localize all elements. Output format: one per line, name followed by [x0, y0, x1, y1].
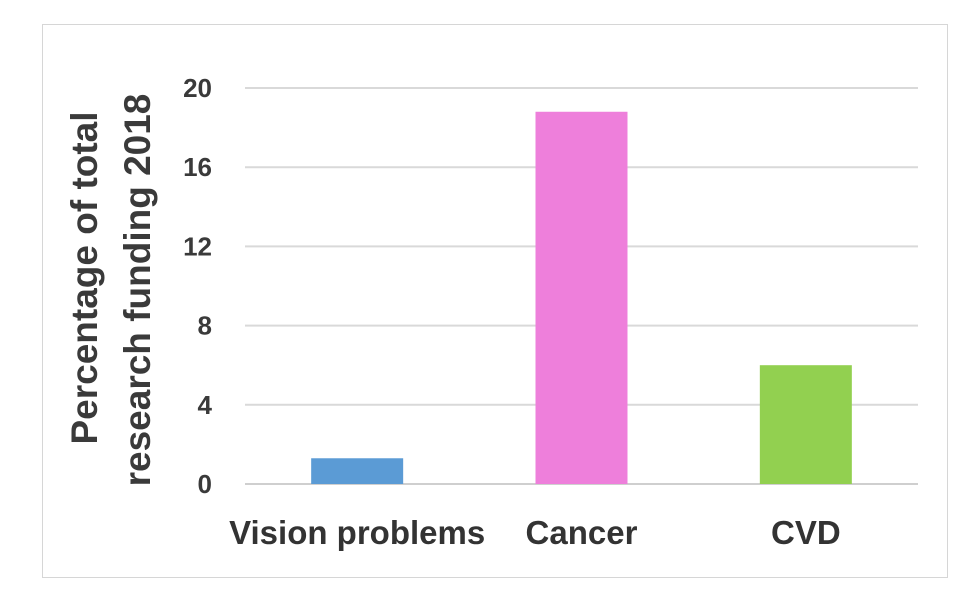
- bar-vision-problems: [311, 458, 404, 484]
- y-tick-label: 8: [198, 311, 212, 341]
- y-tick-label: 0: [198, 469, 212, 499]
- y-axis-label: Percentage of total research funding 201…: [64, 94, 158, 487]
- y-tick-label: 12: [183, 231, 212, 261]
- y-axis-label-line-1: Percentage of total: [64, 111, 105, 444]
- y-tick-label: 20: [183, 73, 212, 103]
- x-category-label: Vision problems: [229, 514, 485, 551]
- y-tick-labels: 0 4 8 12 16 20: [183, 73, 212, 499]
- bars: [311, 111, 852, 484]
- y-tick-label: 16: [183, 152, 212, 182]
- x-category-labels: Vision problems Cancer CVD: [229, 514, 841, 551]
- x-category-label: Cancer: [526, 514, 638, 551]
- chart-frame: [42, 24, 948, 578]
- bar-cancer: [535, 111, 628, 484]
- bar-cvd: [759, 365, 852, 484]
- y-tick-label: 4: [198, 390, 213, 420]
- y-axis-label-line-2: research funding 2018: [117, 94, 158, 487]
- x-category-label: CVD: [771, 514, 841, 551]
